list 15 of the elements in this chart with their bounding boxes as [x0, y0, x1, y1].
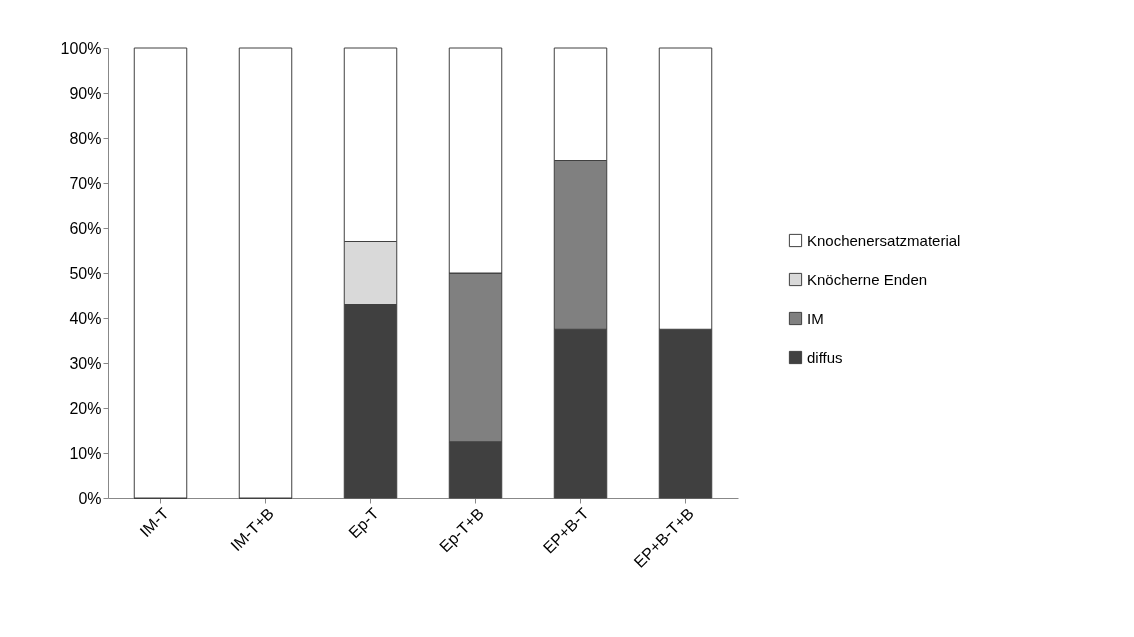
y-tick-label: 0%: [78, 489, 102, 507]
y-tick-label: 100%: [60, 39, 102, 57]
legend-label: Knöcherne Enden: [807, 270, 928, 288]
y-tick-label: 30%: [69, 354, 102, 372]
y-tick-label: 90%: [69, 84, 102, 102]
y-tick-label: 70%: [69, 174, 102, 192]
legend-label: diffus: [807, 348, 843, 366]
y-tick-label: 20%: [69, 399, 102, 417]
y-tick-label: 10%: [69, 444, 102, 462]
legend-label: Knochenersatzmaterial: [807, 231, 961, 249]
y-tick-label: 40%: [69, 309, 102, 327]
y-tick-label: 60%: [69, 219, 102, 237]
y-tick-label: 80%: [69, 129, 102, 147]
legend-label: IM: [807, 309, 824, 327]
y-tick-label: 50%: [69, 264, 102, 282]
